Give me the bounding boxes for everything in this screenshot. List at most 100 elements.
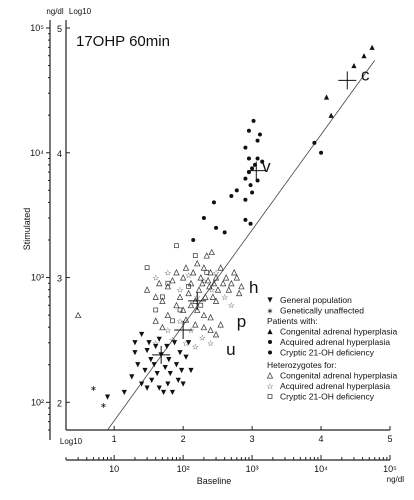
data-point xyxy=(198,302,204,308)
x-log-tick-label: 5 xyxy=(387,434,392,444)
data-point xyxy=(132,350,138,356)
x-axis-label: Baseline xyxy=(197,476,232,486)
data-point xyxy=(143,286,151,293)
data-point xyxy=(246,128,251,133)
x-tick-label: 10⁵ xyxy=(383,464,397,474)
group-label-h: h xyxy=(249,278,258,297)
data-point xyxy=(164,282,172,290)
x-log-tick-label: 4 xyxy=(319,434,324,444)
data-point xyxy=(156,336,162,342)
data-point xyxy=(202,293,209,300)
data-point: ☆ xyxy=(176,286,183,295)
data-point xyxy=(212,331,220,338)
data-point xyxy=(323,94,330,100)
data-point xyxy=(164,343,170,350)
data-point xyxy=(201,216,206,221)
data-point xyxy=(248,183,253,188)
data-point xyxy=(156,279,163,287)
data-point xyxy=(255,138,260,143)
data-point xyxy=(219,279,227,287)
data-point xyxy=(257,132,262,137)
x-tick-label: 10² xyxy=(177,464,190,474)
data-point: ☆ xyxy=(212,268,219,277)
legend-group-title: Heterozygotes for: xyxy=(267,360,336,370)
data-point xyxy=(169,389,176,396)
data-point: ☆ xyxy=(152,339,159,348)
data-point xyxy=(139,331,145,338)
group-label-p: p xyxy=(237,312,246,331)
data-point xyxy=(225,286,233,293)
data-point xyxy=(166,356,172,363)
data-point: ☆ xyxy=(208,286,215,295)
data-point xyxy=(132,340,138,346)
data-point xyxy=(174,243,179,249)
data-point xyxy=(160,294,165,300)
data-point: ☆ xyxy=(164,268,171,277)
data-point xyxy=(243,176,248,181)
x-log-tick-label: 1 xyxy=(112,434,117,444)
data-point xyxy=(207,268,214,276)
data-point xyxy=(222,230,227,235)
data-point xyxy=(170,318,175,324)
data-point xyxy=(251,118,256,123)
data-point xyxy=(146,340,152,346)
data-point xyxy=(173,362,180,368)
y-tick-label: 10⁴ xyxy=(30,148,44,158)
y-tick-label: 10³ xyxy=(31,273,44,283)
data-point xyxy=(148,356,154,363)
data-point xyxy=(169,276,176,284)
data-point: ☆ xyxy=(164,326,171,335)
data-point xyxy=(179,274,187,281)
legend-marker xyxy=(267,394,273,399)
data-point xyxy=(171,340,178,346)
y-log-tick-label: 4 xyxy=(57,149,62,159)
data-point xyxy=(144,385,150,391)
x-tick-label: 10³ xyxy=(246,464,259,474)
data-point xyxy=(222,274,230,281)
data-point xyxy=(160,389,167,396)
data-point xyxy=(194,306,201,313)
legend-label: General population xyxy=(280,295,352,305)
data-point xyxy=(192,321,199,328)
legend-label: Cryptic 21-OH deficiency xyxy=(280,348,375,358)
data-point xyxy=(233,274,240,281)
data-point xyxy=(200,264,208,271)
legend-marker xyxy=(267,297,273,303)
data-point xyxy=(159,323,166,331)
data-point xyxy=(212,297,220,304)
data-point xyxy=(203,252,210,259)
group-label-c: c xyxy=(361,65,370,84)
data-point xyxy=(187,301,195,309)
data-point xyxy=(212,274,220,281)
data-point xyxy=(204,276,212,284)
data-point: ☆ xyxy=(192,343,199,352)
data-point xyxy=(142,367,148,374)
data-point xyxy=(135,362,141,368)
data-point xyxy=(165,280,171,286)
data-point xyxy=(246,156,251,161)
data-point xyxy=(182,264,190,271)
data-point xyxy=(197,274,204,281)
data-point xyxy=(153,307,159,313)
data-point xyxy=(144,265,150,271)
data-point xyxy=(209,293,217,300)
data-point: ∗ xyxy=(90,384,97,393)
legend-marker xyxy=(268,340,272,344)
legend-marker: ☆ xyxy=(266,382,273,391)
data-point xyxy=(149,377,155,383)
data-point xyxy=(180,381,186,387)
data-point xyxy=(328,112,334,118)
data-point xyxy=(164,311,172,319)
data-point xyxy=(206,282,213,290)
data-point xyxy=(369,44,375,50)
data-point xyxy=(175,377,181,383)
data-point xyxy=(361,53,367,59)
data-point xyxy=(204,270,210,275)
legend-label: Congenital adrenal hyperplasia xyxy=(280,371,397,381)
data-point xyxy=(187,279,195,287)
data-point xyxy=(217,264,224,271)
data-point: ☆ xyxy=(207,339,214,348)
data-point xyxy=(194,259,201,267)
x-log-tick-label: 2 xyxy=(181,434,186,444)
